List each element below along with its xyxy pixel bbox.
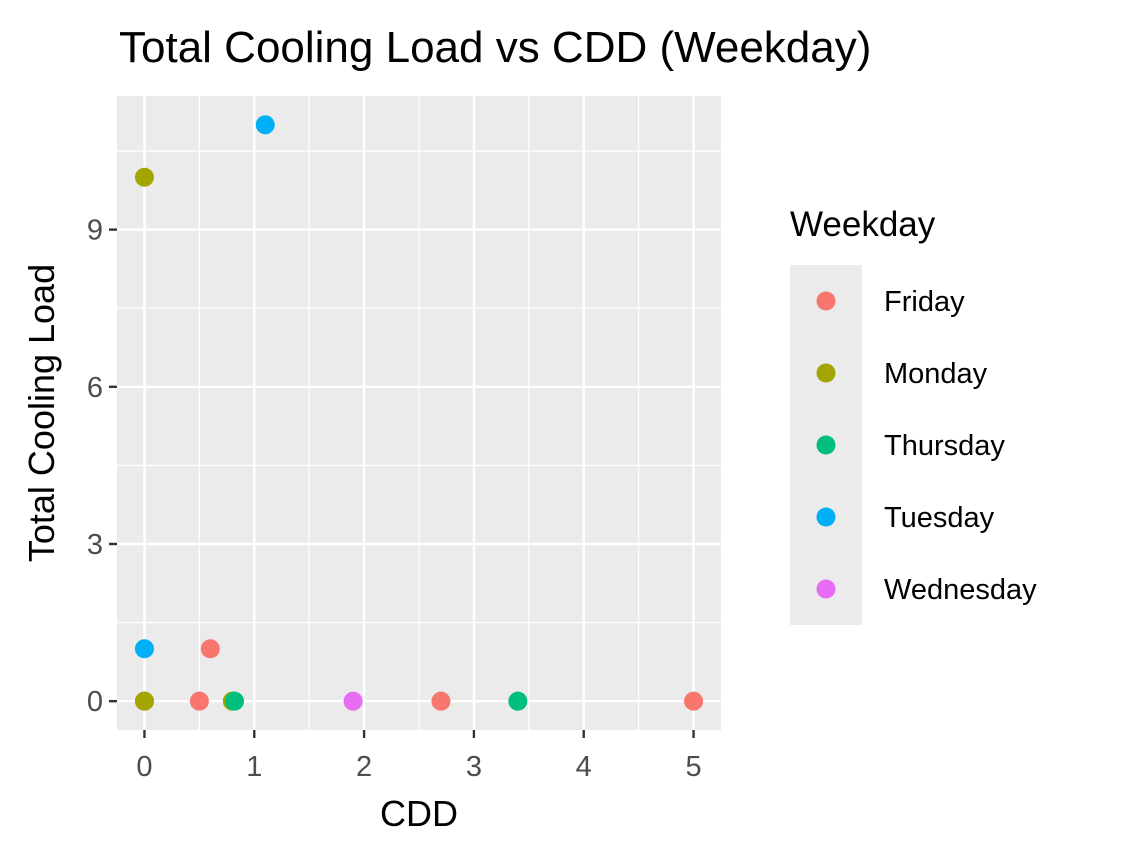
chart-title: Total Cooling Load vs CDD (Weekday) [119,23,871,72]
legend-label-friday: Friday [884,286,965,318]
minor-gridlines [117,96,721,730]
legend-key-tuesday [816,507,836,527]
y-axis-title: Total Cooling Load [21,264,62,562]
data-point-thursday [225,691,245,711]
data-point-tuesday [255,115,275,135]
data-point-friday [189,691,209,711]
x-tick-label: 2 [356,751,372,783]
x-tick-label: 0 [136,751,152,783]
x-tick-label: 4 [576,751,592,783]
major-gridlines [117,96,721,730]
legend-label-tuesday: Tuesday [884,502,995,534]
legend-key-thursday [816,435,836,455]
y-tick-label: 0 [87,686,103,718]
data-point-tuesday [134,639,154,659]
y-tick-label: 3 [87,529,103,561]
legend-key-friday [816,291,836,311]
data-point-wednesday [343,691,363,711]
x-axis: 0 1 2 3 4 5 [136,730,702,783]
x-tick-label: 1 [246,751,262,783]
x-tick-label: 3 [466,751,482,783]
data-points [134,115,704,711]
legend-label-thursday: Thursday [884,430,1005,462]
legend-label-wednesday: Wednesday [884,574,1037,606]
data-point-monday [134,691,154,711]
data-point-thursday [508,691,528,711]
y-axis: 0 3 6 9 [87,215,117,718]
y-tick-label: 6 [87,372,103,404]
y-tick-label: 9 [87,215,103,247]
data-point-friday [200,639,220,659]
legend: Weekday Friday Monday Thursday Tuesday Wedne… [790,205,1037,625]
legend-key-wednesday [816,579,836,599]
legend-key-monday [816,363,836,383]
data-point-monday [134,167,154,187]
x-tick-label: 5 [685,751,701,783]
x-axis-title: CDD [380,793,458,834]
legend-label-monday: Monday [884,358,988,390]
legend-title: Weekday [790,205,936,244]
data-point-friday [431,691,451,711]
data-point-friday [684,691,704,711]
